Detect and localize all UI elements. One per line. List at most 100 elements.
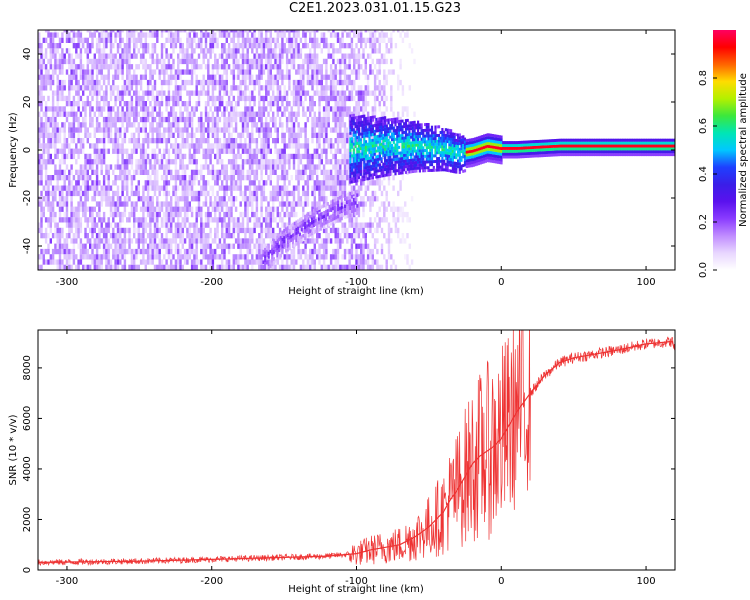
spectrogram-cell (237, 227, 240, 234)
spectrogram-cell (320, 159, 323, 165)
spectrogram-cell (348, 74, 351, 80)
spectrogram-cell (100, 111, 103, 117)
spectrogram-cell (360, 222, 363, 228)
spectrogram-cell (297, 254, 300, 260)
spectrogram-cell (133, 175, 136, 181)
spectrogram-cell (334, 169, 337, 175)
spectrogram-cell (144, 222, 147, 228)
spectrogram-cell (151, 248, 154, 255)
spectrogram-cell (346, 227, 349, 234)
spectrogram-cell (401, 106, 405, 112)
spectrogram-cell (239, 95, 242, 102)
spectrogram-cell (190, 127, 194, 133)
spectrogram-cell (364, 37, 367, 43)
spectrogram-cell (190, 222, 194, 228)
spectrogram-cell (158, 74, 161, 80)
spectrogram-cell (267, 74, 270, 80)
spectrogram-cell (204, 138, 208, 144)
spectrogram-cell (72, 30, 76, 33)
spectrogram-cell (202, 238, 205, 244)
spectrogram-cell (311, 116, 314, 123)
spectrogram-cell (288, 74, 291, 80)
spectrogram-cell (156, 217, 159, 223)
spectrogram-cell (56, 222, 59, 228)
spectrogram-cell (95, 69, 99, 75)
spectrogram-cell (234, 259, 238, 265)
spectrogram-cell (204, 201, 208, 207)
spectrogram-cell (320, 238, 323, 244)
spectrogram-cell (221, 169, 224, 175)
spectrogram-cell (246, 185, 249, 191)
spectrogram-cell (158, 227, 161, 234)
spectrogram-cell (246, 43, 249, 49)
spectrogram-cell (86, 37, 89, 43)
spectrogram-cell (225, 122, 228, 128)
spectrogram-cell (322, 43, 326, 49)
spectrogram-cell (399, 206, 402, 212)
spectrogram-cell (186, 37, 189, 43)
spectrogram-cell (383, 175, 386, 181)
spectrogram-cell (163, 148, 166, 154)
spectrogram-cell (285, 159, 289, 165)
spectrogram-cell (156, 95, 159, 102)
spectrogram-cell (58, 58, 62, 65)
spectrogram-cell (79, 217, 83, 223)
spectrogram-cell (174, 148, 178, 154)
spectrogram-cell (341, 254, 344, 260)
spectrogram-cell (258, 116, 261, 123)
spectrogram-cell (362, 222, 365, 228)
spectrogram-cell (329, 143, 333, 149)
spectrogram-cell (144, 101, 147, 107)
spectrogram-cell (44, 30, 48, 33)
spectrogram-cell (288, 138, 291, 144)
spectrogram-cell (70, 85, 73, 91)
spectrogram-cell (190, 143, 194, 149)
spectrogram-cell (186, 206, 189, 212)
spectrogram-cell (142, 254, 145, 260)
spectrogram-cell (167, 85, 171, 91)
spectrogram-cell (105, 238, 108, 244)
spectrogram-cell (51, 74, 55, 80)
spectrogram-cell (56, 233, 59, 239)
spectrogram-cell (302, 259, 305, 265)
spectrogram-cell (232, 148, 235, 154)
spectrogram-cell (241, 190, 245, 197)
spectrogram-cell (144, 116, 147, 123)
spectrogram-cell (121, 159, 124, 165)
spectrogram-cell (346, 74, 349, 80)
spectrogram-cell (248, 143, 252, 149)
spectrogram-cell (177, 127, 180, 133)
spectrogram-cell (248, 111, 252, 117)
spectrogram-cell (84, 201, 87, 207)
spectrogram-cell (306, 64, 310, 70)
spectrogram-cell (167, 169, 171, 175)
spectrogram-cell (255, 164, 259, 170)
spectrogram-cell (309, 64, 312, 70)
spectrogram-cell (399, 116, 402, 123)
spectrogram-cell (216, 43, 219, 49)
spectrogram-cell (137, 233, 140, 239)
spectrogram-cell (112, 227, 115, 234)
spectrogram-cell (54, 138, 57, 144)
spectrogram-cell (47, 206, 50, 212)
spectrogram-cell (225, 164, 228, 170)
spectrogram-cell (142, 111, 145, 117)
spectrogram-cell (334, 238, 337, 244)
spectrogram-cell (271, 241, 274, 245)
spectrogram-cell (225, 138, 228, 144)
spectrogram-cell (137, 196, 140, 202)
spectrogram-cell (40, 196, 43, 202)
spectrogram-cell (70, 222, 73, 228)
spectrogram-cell (234, 101, 238, 107)
spectrogram-cell (244, 206, 247, 212)
spectrogram-cell (114, 148, 117, 154)
spectrogram-cell (232, 185, 235, 191)
spectrogram-cell (214, 122, 217, 128)
spectrogram-cell (38, 196, 41, 202)
spectrogram-cell (107, 74, 110, 80)
spectrogram-cell (89, 132, 92, 138)
spectrogram-cell (258, 264, 261, 270)
spectrogram-cell (100, 222, 103, 228)
spectrogram-cell (348, 79, 351, 86)
spectrogram-cell (47, 69, 50, 75)
